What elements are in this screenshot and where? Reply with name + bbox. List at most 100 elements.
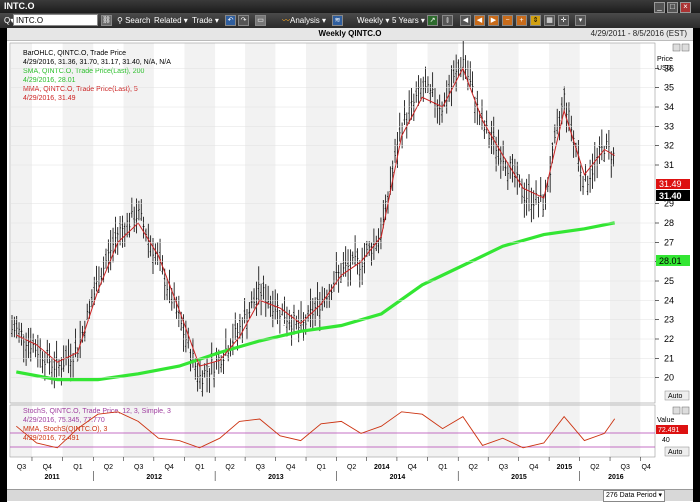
analysis-icon: 〰 xyxy=(282,16,290,25)
legend-mma-stoch-line1: MMA, StochS(QINTC.O), 3 xyxy=(23,426,108,433)
time-quarter-label: Q2 xyxy=(225,464,234,471)
search-button[interactable]: ⚲ Search xyxy=(117,16,151,25)
legend-mma-line1: MMA, QINTC.O, Trade Price(Last), 5 xyxy=(23,86,138,93)
time-quarter-label: 2015 xyxy=(557,464,573,471)
chart-title-bar: Weekly QINTC.O 4/29/2011 - 8/5/2016 (EST… xyxy=(7,28,693,41)
price-tick-label: 36 xyxy=(664,63,674,73)
undo-icon[interactable]: ↶ xyxy=(225,15,236,26)
time-quarter-label: Q4 xyxy=(408,464,417,471)
scroll-left-icon[interactable]: ◀ xyxy=(460,15,471,26)
close-icon[interactable]: × xyxy=(680,2,691,13)
price-axis-unit: USD xyxy=(657,65,672,72)
zoom-out-icon[interactable]: − xyxy=(502,15,513,26)
price-auto-label: Auto xyxy=(668,393,683,400)
quarter-band xyxy=(123,43,154,457)
time-quarter-label: Q4 xyxy=(642,464,651,471)
legend-stoch-line2: 4/29/2016, 75.345, 77.770 xyxy=(23,417,105,424)
legend-bar-line2: 4/29/2016, 31.36, 31.70, 31.17, 31.40, N… xyxy=(23,59,171,66)
redo-icon[interactable]: ↷ xyxy=(238,15,249,26)
quarter-band xyxy=(184,43,216,457)
grid-icon[interactable]: ▦ xyxy=(544,15,555,26)
time-quarter-label: Q3 xyxy=(499,464,508,471)
quarter-band xyxy=(245,43,276,457)
time-quarter-label: Q4 xyxy=(286,464,295,471)
stoch-value-flag-text: 72.491 xyxy=(658,427,680,434)
related-menu[interactable]: Related ▾ xyxy=(154,16,188,25)
minimize-icon[interactable]: _ xyxy=(654,2,665,13)
analysis-menu[interactable]: 〰Analysis ▾ xyxy=(282,16,327,25)
trade-menu[interactable]: Trade ▾ xyxy=(192,16,219,25)
price-auto-button[interactable]: Auto xyxy=(664,390,690,401)
price-tick-label: 25 xyxy=(664,276,674,286)
legend-mma-line2: 4/29/2016, 31.49 xyxy=(23,95,76,102)
maximize-icon[interactable]: □ xyxy=(667,2,678,13)
search-icon: ⚲ xyxy=(117,16,123,25)
legend-bar-line1: BarOHLC, QINTC.O, Trade Price xyxy=(23,50,126,57)
symbol-mode-dropdown[interactable]: Q▾ xyxy=(4,16,14,25)
scroll-first-icon[interactable]: ◀ xyxy=(474,15,485,26)
stoch-auto-button[interactable]: Auto xyxy=(664,446,690,457)
more-menu-icon[interactable]: ▾ xyxy=(575,15,586,26)
time-quarter-label: Q1 xyxy=(438,464,447,471)
symbol-input[interactable]: INTC.O xyxy=(13,14,98,26)
chart-date-range: 4/29/2011 - 8/5/2016 (EST) xyxy=(590,29,687,38)
time-quarter-label: Q3 xyxy=(621,464,630,471)
period-dropdown[interactable]: 5 Years ▾ xyxy=(392,16,425,25)
time-year-label: 2011 xyxy=(45,474,60,481)
mma-price-flag-text: 31.49 xyxy=(659,179,682,189)
folder-icon[interactable]: ▭ xyxy=(255,15,266,26)
legend-sma-line2: 4/29/2016, 28.01 xyxy=(23,77,76,84)
quarter-band xyxy=(610,43,641,457)
data-period-dropdown[interactable]: 276 Data Period ▾ xyxy=(603,490,666,502)
price-tick-label: 29 xyxy=(664,199,674,209)
price-tick-label: 32 xyxy=(664,141,674,151)
chart-canvas[interactable]: BarOHLC, QINTC.O, Trade Price 4/29/2016,… xyxy=(7,41,693,501)
last-price-flag-text: 31.40 xyxy=(659,191,682,201)
time-quarter-label: Q1 xyxy=(317,464,326,471)
stoch-axis-title: Value xyxy=(657,417,674,424)
interval-dropdown[interactable]: Weekly ▾ xyxy=(357,16,390,25)
time-quarter-label: Q3 xyxy=(17,464,26,471)
pane-minimize-icon[interactable] xyxy=(672,43,681,52)
stoch-pane-close-icon[interactable] xyxy=(681,406,690,415)
stoch-pane-border xyxy=(9,404,656,458)
time-year-label: 2016 xyxy=(608,474,624,481)
toolbar: Q▾ INTC.O ⛓ ⚲ Search Related ▾ Trade ▾ ↶… xyxy=(0,13,700,28)
time-year-label: 2014 xyxy=(390,474,406,481)
stoch-legend: StochS, QINTC.O, Trade Price, 12, 3, Sim… xyxy=(23,408,171,442)
price-tick-label: 31 xyxy=(664,160,674,170)
price-axis-title: Price xyxy=(657,56,673,63)
legend: BarOHLC, QINTC.O, Trade Price 4/29/2016,… xyxy=(23,50,171,102)
price-axis: 36353433323129282726252423222120 xyxy=(11,63,674,383)
quarter-band xyxy=(62,43,94,457)
time-year-label: 2012 xyxy=(146,474,162,481)
link-icon[interactable]: ⛓ xyxy=(101,15,112,26)
price-axis-buttons xyxy=(672,43,690,415)
quarter-band xyxy=(427,43,459,457)
pane-close-icon[interactable] xyxy=(681,43,690,52)
zoom-in-icon[interactable]: + xyxy=(516,15,527,26)
legend-stoch-line1: StochS, QINTC.O, Trade Price, 12, 3, Sim… xyxy=(23,408,171,415)
draw-tool-icon[interactable]: ≋ xyxy=(332,15,343,26)
price-tick-label: 33 xyxy=(664,121,674,131)
price-tick-label: 22 xyxy=(664,334,674,344)
price-tick-label: 23 xyxy=(664,315,674,325)
crosshair-icon[interactable]: ✛ xyxy=(558,15,569,26)
price-tick-label: 27 xyxy=(664,237,674,247)
scroll-last-icon[interactable]: ▶ xyxy=(488,15,499,26)
time-quarter-label: 2014 xyxy=(374,464,390,471)
time-quarter-label: Q4 xyxy=(164,464,173,471)
last-price-flag: 31.40 xyxy=(656,190,690,201)
zoom-fit-icon[interactable]: ⇕ xyxy=(530,15,541,26)
sma-200-line xyxy=(16,221,616,382)
sma-price-flag: 28.01 xyxy=(656,255,690,266)
time-quarter-label: Q1 xyxy=(73,464,82,471)
bar-chart-icon[interactable]: ⫾ xyxy=(442,15,453,26)
time-quarter-label: Q1 xyxy=(195,464,204,471)
stoch-pane-minimize-icon[interactable] xyxy=(672,406,681,415)
stoch-tick-40: 40 xyxy=(662,437,670,444)
line-chart-icon[interactable]: ↗ xyxy=(427,15,438,26)
window-titlebar: INTC.O _ □ × xyxy=(0,0,700,13)
legend-sma-line1: SMA, QINTC.O, Trade Price(Last), 200 xyxy=(23,68,144,75)
time-year-label: 2015 xyxy=(511,474,527,481)
